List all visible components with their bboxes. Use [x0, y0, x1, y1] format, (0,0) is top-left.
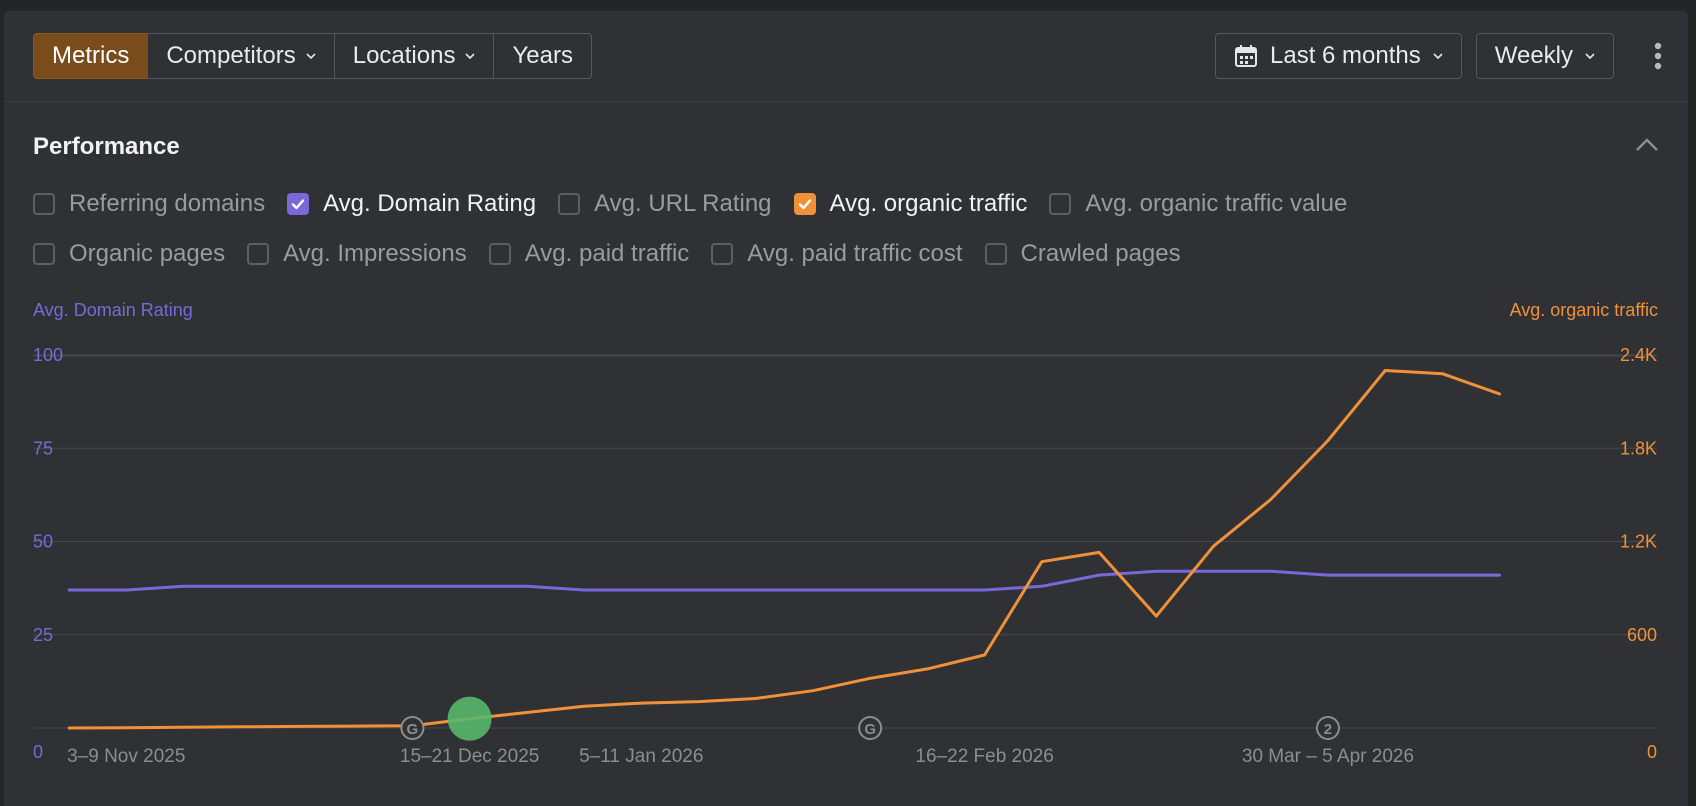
metric-avg-url-rating[interactable]: Avg. URL Rating [558, 190, 772, 218]
metric-row-1: Referring domains Avg. Domain Rating Avg. … [33, 179, 1433, 229]
left-tick-label: 50 [33, 532, 53, 552]
metric-avg-organic-traffic[interactable]: Avg. organic traffic [793, 190, 1028, 218]
metric-label: Avg. Domain Rating [323, 190, 537, 217]
annotation-marker [400, 716, 425, 740]
date-range-label: Last 6 months [1270, 42, 1421, 69]
checkbox[interactable] [558, 193, 581, 215]
left-tick-label: 0 [33, 742, 43, 762]
date-range-dropdown[interactable]: Last 6 months [1215, 33, 1462, 79]
x-tick-label: 5–11 Jan 2026 [579, 746, 703, 767]
metric-organic-pages[interactable]: Organic pages [33, 240, 225, 268]
interval-dropdown[interactable]: Weekly [1475, 33, 1614, 79]
toolbar: Metrics Competitors Locations Years Last 6 … [4, 11, 1688, 102]
left-axis-title: Avg. Domain Rating [33, 300, 193, 320]
annotation-label: G [407, 721, 419, 738]
interval-label: Weekly [1494, 42, 1573, 69]
tab-metrics[interactable]: Metrics [33, 33, 149, 79]
metric-label: Avg. paid traffic [524, 240, 690, 267]
metric-label: Avg. organic traffic value [1085, 190, 1348, 217]
metric-label: Avg. Impressions [283, 240, 467, 267]
section-title: Performance [33, 133, 180, 160]
metric-avg-impressions[interactable]: Avg. Impressions [247, 240, 467, 268]
series-line-organic-traffic [67, 369, 1502, 730]
checkmark-icon [291, 199, 305, 210]
chevron-down-icon [1585, 53, 1595, 60]
checkbox[interactable] [984, 243, 1007, 265]
checkbox[interactable] [1049, 193, 1072, 215]
metric-crawled-pages[interactable]: Crawled pages [984, 240, 1181, 268]
right-tick-label: 600 [1627, 625, 1657, 645]
metric-label: Avg. URL Rating [594, 190, 772, 217]
series-line-domain-rating [67, 569, 1502, 592]
tab-years[interactable]: Years [493, 33, 592, 79]
calendar-icon [1235, 45, 1257, 67]
metric-avg-domain-rating[interactable]: Avg. Domain Rating [287, 190, 536, 218]
metric-row-2: Organic pages Avg. Impressions Avg. paid t… [33, 229, 1433, 279]
toolbar-right: Last 6 months Weekly [1215, 33, 1688, 79]
checkbox[interactable] [488, 243, 511, 265]
metric-label: Crawled pages [1020, 240, 1181, 267]
metric-label: Referring domains [69, 190, 266, 217]
performance-panel: Metrics Competitors Locations Years Last 6 … [4, 11, 1688, 806]
tab-competitors[interactable]: Competitors [147, 33, 335, 79]
annotation-label: G [864, 721, 876, 738]
metric-selector: Referring domains Avg. Domain Rating Avg. … [33, 179, 1433, 279]
collapse-chevron-up-icon[interactable] [1634, 135, 1660, 155]
tab-label: Locations [352, 42, 456, 69]
highlight-point [447, 696, 492, 741]
right-axis-title: Avg. organic traffic [1509, 300, 1658, 320]
metric-label: Avg. organic traffic [829, 190, 1028, 217]
checkbox-checked[interactable] [793, 193, 816, 215]
tab-label: Competitors [166, 42, 296, 69]
metric-label: Avg. paid traffic cost [747, 240, 963, 267]
view-tabs: Metrics Competitors Locations Years [33, 33, 592, 79]
annotation-label: 2 [1324, 721, 1332, 738]
metric-avg-paid-traffic[interactable]: Avg. paid traffic [488, 240, 690, 268]
checkbox[interactable] [247, 243, 270, 265]
tab-label: Metrics [52, 42, 130, 69]
tab-label: Years [512, 42, 573, 69]
left-tick-label: 25 [33, 625, 53, 645]
checkbox-checked[interactable] [287, 193, 310, 215]
kebab-menu-icon [1654, 42, 1662, 70]
x-tick-label: 30 Mar – 5 Apr 2026 [1242, 746, 1414, 767]
metric-avg-organic-traffic-value[interactable]: Avg. organic traffic value [1049, 190, 1347, 218]
metric-label: Organic pages [69, 240, 226, 267]
chevron-down-icon [306, 53, 316, 60]
checkmark-icon [798, 199, 811, 210]
right-tick-label: 1.2K [1620, 532, 1657, 552]
x-tick-label: 3–9 Nov 2025 [67, 746, 185, 767]
checkbox[interactable] [33, 193, 55, 215]
tab-locations[interactable]: Locations [333, 33, 495, 79]
x-tick-label: 16–22 Feb 2026 [915, 746, 1053, 767]
annotation-marker [858, 716, 883, 740]
checkbox[interactable] [711, 243, 734, 265]
annotation-marker [1315, 716, 1340, 740]
metric-avg-paid-traffic-cost[interactable]: Avg. paid traffic cost [711, 240, 963, 268]
right-tick-label: 2.4K [1620, 345, 1657, 365]
chevron-down-icon [1433, 53, 1443, 60]
chevron-down-icon [465, 53, 476, 60]
metric-referring-domains[interactable]: Referring domains [33, 190, 265, 218]
x-tick-label: 15–21 Dec 2025 [400, 746, 539, 767]
left-tick-label: 75 [33, 438, 53, 458]
right-tick-label: 0 [1647, 742, 1657, 762]
checkbox[interactable] [33, 243, 55, 265]
left-tick-label: 100 [33, 345, 63, 365]
right-tick-label: 1.8K [1620, 438, 1657, 458]
more-options-button[interactable] [1628, 33, 1688, 79]
